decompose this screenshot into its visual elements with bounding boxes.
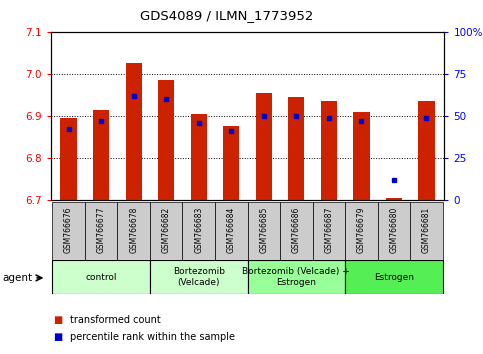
Bar xyxy=(191,114,207,200)
Text: ■: ■ xyxy=(53,332,62,342)
Text: GDS4089 / ILMN_1773952: GDS4089 / ILMN_1773952 xyxy=(141,9,313,22)
Bar xyxy=(345,202,378,260)
Bar xyxy=(150,202,183,260)
Bar xyxy=(93,110,109,200)
Text: percentile rank within the sample: percentile rank within the sample xyxy=(70,332,235,342)
Text: Estrogen: Estrogen xyxy=(374,273,414,281)
Bar xyxy=(117,202,150,260)
Bar xyxy=(418,101,435,200)
Bar xyxy=(247,260,345,294)
Text: GSM766680: GSM766680 xyxy=(389,206,398,253)
Text: Bortezomib
(Velcade): Bortezomib (Velcade) xyxy=(173,267,225,287)
Bar xyxy=(378,202,410,260)
Bar xyxy=(256,93,272,200)
Bar xyxy=(247,202,280,260)
Text: GSM766676: GSM766676 xyxy=(64,206,73,253)
Text: GSM766679: GSM766679 xyxy=(357,206,366,253)
Bar xyxy=(126,63,142,200)
Bar xyxy=(345,260,443,294)
Text: GSM766681: GSM766681 xyxy=(422,206,431,253)
Text: ■: ■ xyxy=(53,315,62,325)
Text: control: control xyxy=(85,273,117,281)
Text: GSM766687: GSM766687 xyxy=(325,206,333,253)
Bar xyxy=(52,260,150,294)
Bar xyxy=(150,260,247,294)
Bar xyxy=(321,101,337,200)
Bar xyxy=(85,202,117,260)
Bar xyxy=(223,126,240,200)
Text: GSM766684: GSM766684 xyxy=(227,206,236,253)
Bar xyxy=(313,202,345,260)
Text: Bortezomib (Velcade) +
Estrogen: Bortezomib (Velcade) + Estrogen xyxy=(242,267,350,287)
Text: GSM766678: GSM766678 xyxy=(129,206,138,253)
Text: GSM766682: GSM766682 xyxy=(162,206,170,253)
Bar xyxy=(353,112,369,200)
Bar xyxy=(52,202,85,260)
Text: GSM766677: GSM766677 xyxy=(97,206,106,253)
Bar xyxy=(288,97,304,200)
Text: GSM766686: GSM766686 xyxy=(292,206,301,253)
Bar xyxy=(280,202,313,260)
Text: transformed count: transformed count xyxy=(70,315,161,325)
Bar xyxy=(215,202,247,260)
Text: GSM766683: GSM766683 xyxy=(194,206,203,253)
Text: GSM766685: GSM766685 xyxy=(259,206,268,253)
Text: agent: agent xyxy=(2,273,32,283)
Bar xyxy=(158,80,174,200)
Bar xyxy=(183,202,215,260)
Bar xyxy=(60,118,77,200)
Bar xyxy=(386,198,402,200)
Bar xyxy=(410,202,443,260)
